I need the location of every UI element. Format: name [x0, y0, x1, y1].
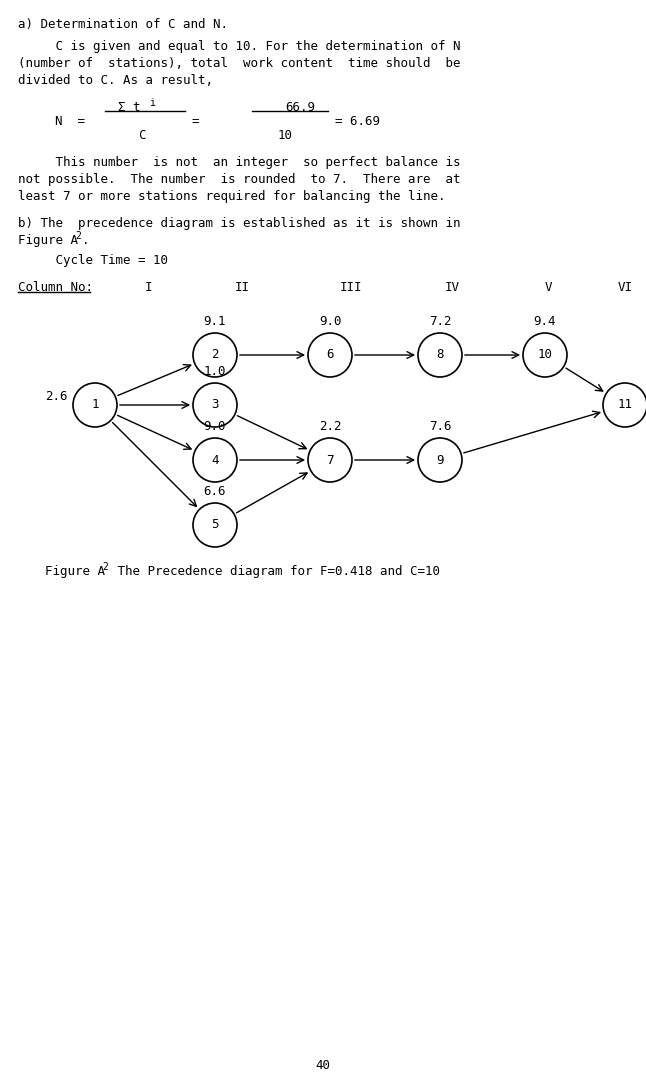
Text: = 6.69: = 6.69 [335, 115, 380, 128]
Text: 9.0: 9.0 [203, 420, 226, 434]
Text: 1: 1 [91, 399, 99, 412]
Circle shape [308, 438, 352, 482]
Text: a) Determination of C and N.: a) Determination of C and N. [18, 17, 228, 31]
Text: =: = [192, 115, 200, 128]
Text: III: III [340, 281, 362, 294]
Text: 9.1: 9.1 [203, 314, 226, 328]
Text: I: I [145, 281, 152, 294]
Text: 2.6: 2.6 [45, 391, 68, 404]
Text: b) The  precedence diagram is established as it is shown in: b) The precedence diagram is established… [18, 217, 461, 230]
Text: 7.2: 7.2 [429, 314, 452, 328]
Text: 1.0: 1.0 [203, 365, 226, 378]
Circle shape [523, 333, 567, 377]
Text: 10: 10 [278, 129, 293, 142]
Circle shape [193, 503, 237, 547]
Text: 6: 6 [326, 348, 334, 361]
Text: 40: 40 [315, 1059, 331, 1072]
Circle shape [418, 333, 462, 377]
Text: The Precedence diagram for F=0.418 and C=10: The Precedence diagram for F=0.418 and C… [110, 565, 439, 578]
Text: II: II [235, 281, 250, 294]
Text: Cycle Time = 10: Cycle Time = 10 [18, 254, 168, 268]
Text: 9.4: 9.4 [534, 314, 556, 328]
Text: 7: 7 [326, 453, 334, 466]
Text: 4: 4 [211, 453, 219, 466]
Text: C: C [138, 129, 145, 142]
Circle shape [193, 333, 237, 377]
Circle shape [308, 333, 352, 377]
Text: Figure A: Figure A [45, 565, 105, 578]
Text: i: i [149, 98, 155, 108]
Circle shape [418, 438, 462, 482]
Text: Column No:: Column No: [18, 281, 93, 294]
Text: not possible.  The number  is rounded  to 7.  There are  at: not possible. The number is rounded to 7… [18, 173, 461, 186]
Text: 6.6: 6.6 [203, 485, 226, 498]
Text: VI: VI [618, 281, 633, 294]
Text: 11: 11 [618, 399, 632, 412]
Circle shape [193, 438, 237, 482]
Text: 9: 9 [436, 453, 444, 466]
Circle shape [73, 383, 117, 427]
Text: 8: 8 [436, 348, 444, 361]
Text: IV: IV [445, 281, 460, 294]
Text: 10: 10 [537, 348, 552, 361]
Text: 9.0: 9.0 [318, 314, 341, 328]
Text: 3: 3 [211, 399, 219, 412]
Text: V: V [545, 281, 552, 294]
Circle shape [603, 383, 646, 427]
Text: 66.9: 66.9 [285, 100, 315, 114]
Text: 2: 2 [76, 232, 81, 241]
Text: 2: 2 [211, 348, 219, 361]
Text: C is given and equal to 10. For the determination of N: C is given and equal to 10. For the dete… [18, 40, 461, 54]
Text: Figure A: Figure A [18, 234, 78, 247]
Text: least 7 or more stations required for balancing the line.: least 7 or more stations required for ba… [18, 190, 446, 203]
Text: This number  is not  an integer  so perfect balance is: This number is not an integer so perfect… [18, 156, 461, 169]
Text: 2: 2 [103, 562, 109, 572]
Text: divided to C. As a result,: divided to C. As a result, [18, 74, 213, 87]
Text: N  =: N = [55, 115, 85, 128]
Text: (number of  stations), total  work content  time should  be: (number of stations), total work content… [18, 57, 461, 70]
Text: 5: 5 [211, 519, 219, 532]
Text: 7.6: 7.6 [429, 420, 452, 434]
Text: .: . [81, 234, 89, 247]
Text: 2.2: 2.2 [318, 420, 341, 434]
Circle shape [193, 383, 237, 427]
Text: Σ t: Σ t [118, 100, 140, 114]
